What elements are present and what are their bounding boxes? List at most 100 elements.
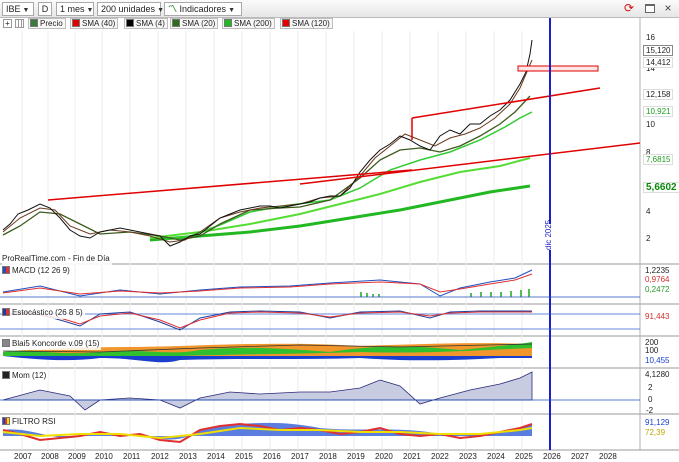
legend-swatch xyxy=(172,19,180,27)
x-tick: 2028 xyxy=(599,452,617,461)
sma200-line xyxy=(149,184,531,242)
legend-sma120[interactable]: SMA (120) xyxy=(280,18,333,29)
legend-label: SMA (20) xyxy=(182,19,216,28)
legend-swatch xyxy=(126,19,134,27)
units-label: 200 unidades xyxy=(101,4,156,14)
legend-label: SMA (4) xyxy=(136,19,165,28)
mom-value: 2 xyxy=(648,383,653,392)
legend-label: SMA (40) xyxy=(82,19,116,28)
macd-histogram xyxy=(360,289,530,297)
mom-value: -2 xyxy=(646,406,654,415)
price-tag-last: 15,120 xyxy=(643,45,674,56)
x-tick: 2026 xyxy=(543,452,561,461)
mom-value: 4,1280 xyxy=(645,370,670,379)
y-tick: 8 xyxy=(646,148,651,157)
daily-label: D xyxy=(41,4,49,14)
x-tick: 2008 xyxy=(41,452,59,461)
y-tick: 4 xyxy=(646,207,651,216)
filtro-value: 91,129 xyxy=(645,418,670,427)
price-tag: 5,6602 xyxy=(643,182,679,193)
stoch-lines xyxy=(0,310,640,331)
x-tick: 2018 xyxy=(319,452,337,461)
macd-lines xyxy=(0,269,640,298)
window-icon[interactable] xyxy=(645,4,655,13)
date-marker-label: dic 2025 xyxy=(544,219,554,250)
koncorde-swatch xyxy=(2,339,10,347)
legend-label: SMA (120) xyxy=(292,19,330,28)
legend-label: SMA (200) xyxy=(234,19,272,28)
period-label: 1 mes xyxy=(60,4,85,14)
koncorde-value: 10,455 xyxy=(645,356,670,365)
mom-value: 0 xyxy=(648,395,653,404)
mom-area xyxy=(0,371,640,411)
source-label: ProRealTime.com - Fin de Día xyxy=(2,254,112,265)
legend-sma200[interactable]: SMA (200) xyxy=(222,18,275,29)
x-tick: 2020 xyxy=(375,452,393,461)
legend-swatch xyxy=(30,19,38,27)
koncorde-areas xyxy=(2,342,533,363)
stoch-value: 91,443 xyxy=(645,312,670,321)
chevron-down-icon: ▼ xyxy=(157,7,164,14)
legend-label: Precio xyxy=(40,19,63,28)
legend-swatch xyxy=(72,19,80,27)
y-tick: 16 xyxy=(646,33,655,42)
koncorde-title[interactable]: Blai5 Koncorde v.09 (15) xyxy=(2,339,102,350)
x-tick: 2016 xyxy=(263,452,281,461)
symbol-selector[interactable]: IBE ▼ xyxy=(2,2,34,16)
price-tag: 10,921 xyxy=(643,106,674,117)
mom-swatch xyxy=(2,371,10,379)
grid-icon[interactable] xyxy=(15,19,24,28)
x-tick: 2025 xyxy=(515,452,533,461)
macd-title[interactable]: MACD (12 26 9) xyxy=(2,266,72,277)
x-tick: 2012 xyxy=(151,452,169,461)
x-tick: 2010 xyxy=(95,452,113,461)
legend-swatch xyxy=(224,19,232,27)
macd-value: 0,2472 xyxy=(645,285,670,294)
y-tick: 2 xyxy=(646,234,651,243)
sma120-line xyxy=(149,157,531,239)
legend-swatch xyxy=(282,19,290,27)
macd-value: 1,2235 xyxy=(645,266,670,275)
x-tick: 2011 xyxy=(123,452,141,461)
toolbar: IBE ▼ D 1 mes ▼ 200 unidades ▼ 〽 Indicadore… xyxy=(0,0,679,18)
x-tick: 2021 xyxy=(403,452,421,461)
mom-title[interactable]: Mom (12) xyxy=(2,371,49,382)
channel-lines xyxy=(47,87,641,201)
close-icon[interactable]: × xyxy=(664,1,672,15)
price-tag: 7,6815 xyxy=(643,154,674,165)
x-tick: 2024 xyxy=(487,452,505,461)
x-tick: 2014 xyxy=(207,452,225,461)
symbol-label: IBE xyxy=(6,4,21,14)
period-selector[interactable]: 1 mes ▼ xyxy=(56,2,94,16)
indicators-icon: 〽 xyxy=(168,4,178,14)
legend-precio[interactable]: Precio xyxy=(28,18,66,29)
sma4-line xyxy=(2,59,533,243)
x-tick: 2017 xyxy=(291,452,309,461)
filtro-value: 72,39 xyxy=(645,428,666,437)
resistance-box xyxy=(517,65,599,72)
y-tick: 14 xyxy=(646,64,655,73)
price-tag: 14,412 xyxy=(643,57,674,68)
x-tick: 2019 xyxy=(347,452,365,461)
koncorde-title-label: Blai5 Koncorde v.09 (15) xyxy=(12,339,100,348)
refresh-icon[interactable]: ⟳ xyxy=(623,1,635,15)
chevron-down-icon: ▼ xyxy=(86,7,94,14)
chevron-down-icon: ▼ xyxy=(228,7,235,14)
x-tick: 2013 xyxy=(179,452,197,461)
indicators-label: Indicadores xyxy=(179,4,227,14)
macd-value: 0,9764 xyxy=(645,275,670,284)
x-tick: 2023 xyxy=(459,452,477,461)
legend-sma40[interactable]: SMA (40) xyxy=(70,18,119,29)
legend-sma4[interactable]: SMA (4) xyxy=(124,18,168,29)
legend-sma20[interactable]: SMA (20) xyxy=(170,18,219,29)
units-selector[interactable]: 200 unidades ▼ xyxy=(97,2,164,16)
filtro-title[interactable]: FILTRO RSI xyxy=(2,417,58,428)
add-icon[interactable]: + xyxy=(3,19,12,28)
filtro-swatch xyxy=(2,417,10,425)
stoch-title[interactable]: Estocástico (26 8 5) xyxy=(2,308,85,319)
daily-button[interactable]: D xyxy=(38,2,52,16)
mom-title-label: Mom (12) xyxy=(12,371,47,380)
indicators-button[interactable]: 〽 Indicadores ▼ xyxy=(164,2,242,16)
stoch-swatch xyxy=(2,308,10,316)
